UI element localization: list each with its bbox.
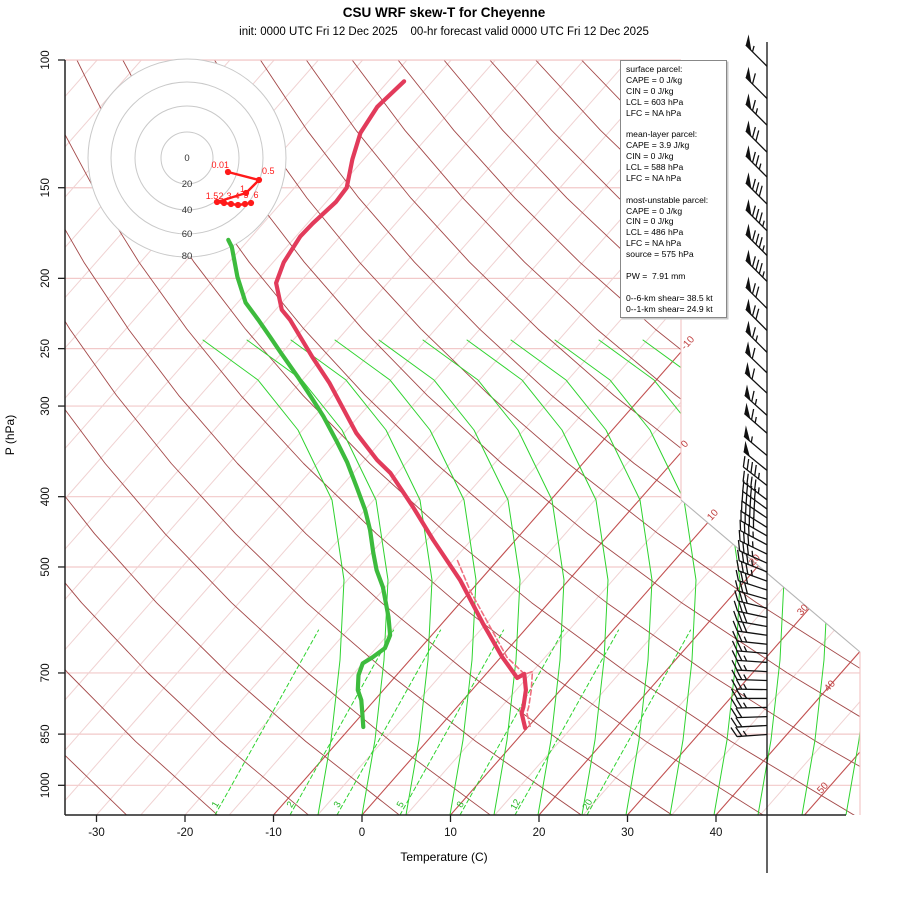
svg-text:10: 10 (444, 827, 457, 839)
svg-text:300: 300 (40, 396, 52, 415)
parcel-info-line: mean-layer parcel: (626, 129, 698, 140)
parcel-info-line: LCL = 486 hPa (626, 227, 684, 238)
parcel-info-line: 0--1-km shear= 24.9 kt (626, 303, 713, 314)
svg-text:400: 400 (40, 487, 52, 506)
sounding-traces (226, 79, 534, 731)
parcel-info-line: LCL = 603 hPa (626, 96, 684, 107)
svg-text:6: 6 (253, 190, 258, 200)
svg-text:150: 150 (40, 178, 52, 197)
hodograph-inset: 0 20 40 60 80 0.01 0.5 1 1.5 2 3 4 5 6 (87, 58, 287, 262)
svg-text:40: 40 (182, 205, 193, 216)
svg-text:0.5: 0.5 (262, 166, 275, 176)
parcel-info-line: CIN = 0 J/kg (626, 85, 674, 96)
svg-text:20: 20 (533, 827, 546, 839)
svg-text:1: 1 (240, 184, 245, 194)
svg-text:80: 80 (182, 251, 193, 262)
svg-text:1.5: 1.5 (206, 191, 219, 201)
chart-title: CSU WRF skew-T for Cheyenne (342, 5, 546, 20)
svg-text:30: 30 (621, 827, 634, 839)
parcel-info-line: 0--6-km shear= 38.5 kt (626, 292, 713, 303)
parcel-info-line: LFC = NA hPa (626, 238, 682, 249)
svg-text:5: 5 (395, 800, 407, 810)
svg-text:-30: -30 (88, 827, 105, 839)
parcel-info-line: PW = 7.91 mm (626, 270, 686, 281)
svg-text:4: 4 (234, 191, 239, 201)
parcel-info-line: LCL = 588 hPa (626, 162, 684, 173)
parcel-info-line (626, 118, 726, 129)
mixing-ratio-labels: 1 2 3 5 8 12 20 (210, 797, 595, 812)
svg-text:250: 250 (40, 339, 52, 358)
svg-text:8: 8 (455, 800, 467, 810)
svg-text:5: 5 (243, 190, 248, 200)
svg-text:10: 10 (705, 507, 721, 523)
parcel-info-line: most-unstable parcel: (626, 194, 709, 205)
svg-text:1000: 1000 (40, 773, 52, 799)
svg-text:20: 20 (580, 797, 595, 812)
svg-text:500: 500 (40, 557, 52, 576)
y-axis-label: P (hPa) (3, 414, 17, 456)
parcel-info-line (626, 282, 726, 293)
parcel-info-line: CAPE = 3.9 J/kg (626, 140, 690, 151)
svg-text:60: 60 (182, 229, 193, 240)
parcel-info-line: LFC = NA hPa (626, 107, 682, 118)
parcel-info-line: CIN = 0 J/kg (626, 151, 674, 162)
svg-text:0: 0 (184, 153, 189, 164)
svg-text:700: 700 (40, 663, 52, 682)
x-axis-label: Temperature (C) (400, 850, 488, 864)
parcel-info-line (626, 260, 726, 271)
svg-text:3: 3 (226, 191, 231, 201)
parcel-info-line: LFC = NA hPa (626, 172, 682, 183)
svg-text:40: 40 (710, 827, 723, 839)
svg-text:850: 850 (40, 725, 52, 744)
parcel-info-line: source = 575 hPa (626, 249, 694, 260)
parcel-info-line: surface parcel: (626, 64, 683, 74)
svg-text:12: 12 (508, 797, 523, 812)
svg-text:2: 2 (285, 800, 297, 810)
svg-text:1: 1 (210, 800, 222, 810)
parcel-info-line: CAPE = 0 J/kg (626, 205, 683, 216)
svg-text:2: 2 (218, 191, 223, 201)
svg-text:100: 100 (40, 50, 52, 69)
svg-text:0: 0 (679, 438, 691, 450)
svg-text:200: 200 (40, 269, 52, 288)
wind-barb-column (730, 34, 768, 873)
parcel-info-line: CAPE = 0 J/kg (626, 74, 683, 85)
svg-text:3: 3 (332, 800, 344, 810)
parcel-info-line (626, 184, 726, 195)
parcel-info-box: surface parcel: CAPE = 0 J/kg CIN = 0 J/kg… (620, 60, 727, 318)
svg-text:30: 30 (795, 602, 811, 618)
svg-text:20: 20 (182, 179, 193, 190)
chart-subtitle: init: 0000 UTC Fri 12 Dec 2025 00-hr for… (239, 26, 649, 38)
svg-text:-20: -20 (177, 827, 194, 839)
svg-text:-10: -10 (679, 334, 697, 352)
svg-text:0: 0 (359, 827, 365, 839)
svg-text:0.01: 0.01 (211, 160, 229, 170)
parcel-info-line: CIN = 0 J/kg (626, 216, 674, 227)
svg-text:-10: -10 (265, 827, 282, 839)
